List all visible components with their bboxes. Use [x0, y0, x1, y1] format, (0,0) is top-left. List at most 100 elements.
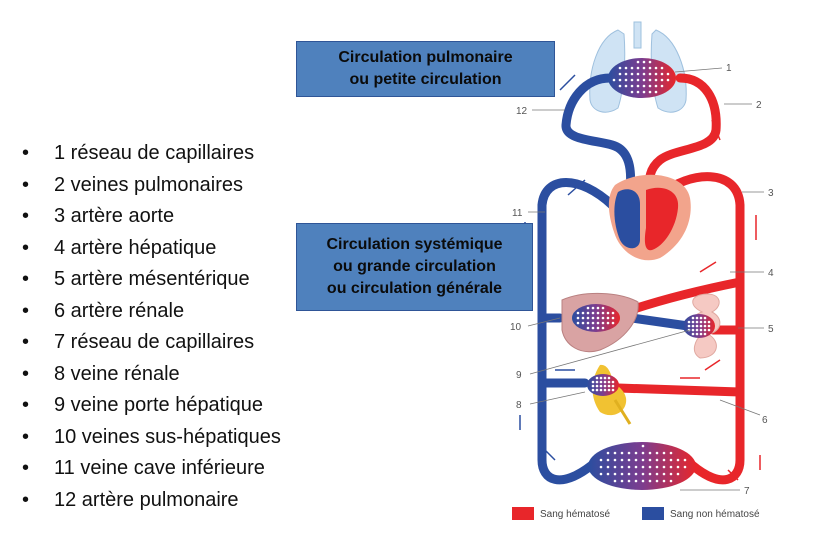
diagram-number-10: 10	[510, 322, 522, 333]
capillary-dot	[586, 311, 590, 315]
capillary-dot	[581, 321, 585, 325]
capillary-dot	[676, 465, 680, 469]
capillary-dot	[669, 451, 673, 455]
capillary-dot	[595, 388, 599, 392]
capillary-dot	[641, 444, 645, 448]
legend-item: 11 veine cave inférieure	[20, 453, 281, 485]
capillary-dot	[666, 78, 670, 82]
capillary-dot	[634, 451, 638, 455]
capillary-dot	[691, 324, 695, 328]
capillary-dot	[613, 451, 617, 455]
capillary-dot	[606, 321, 610, 325]
deoxygenated-label: Sang non hématosé	[670, 509, 760, 520]
capillary-dot	[654, 84, 658, 88]
capillary-dot	[669, 458, 673, 462]
capillary-dot	[586, 306, 590, 310]
capillary-dot	[624, 66, 628, 70]
capillary-dot	[662, 451, 666, 455]
arterial-vessels	[613, 73, 745, 485]
capillary-dot	[703, 332, 707, 336]
capillary-dot	[627, 465, 631, 469]
capillary-dot	[707, 328, 711, 332]
capillary-dot	[648, 90, 652, 94]
capillary-dot	[603, 388, 607, 392]
capillary-dot	[654, 72, 658, 76]
capillary-dot	[636, 66, 640, 70]
callout-line: Circulation systémique	[326, 236, 503, 253]
capillary-dot	[624, 84, 628, 88]
capillary-dot	[676, 458, 680, 462]
capillary-dot	[607, 384, 611, 388]
diagram-number-3: 3	[768, 188, 774, 199]
capillary-dot	[703, 320, 707, 324]
capillary-dot	[611, 380, 615, 384]
capillary-dot	[642, 66, 646, 70]
capillary-dot	[599, 380, 603, 384]
legend-item: 3 artère aorte	[20, 201, 281, 233]
capillary-dot	[601, 326, 605, 330]
capillary-dot	[707, 324, 711, 328]
capillary-dot	[599, 458, 603, 462]
legend-item: 10 veines sus-hépatiques	[20, 422, 281, 454]
heart	[608, 174, 691, 261]
capillary-dot	[662, 479, 666, 483]
legend-item: 4 artère hépatique	[20, 233, 281, 265]
capillary-dot	[654, 90, 658, 94]
diagram-number-2: 2	[756, 100, 762, 111]
capillary-dot	[601, 306, 605, 310]
capillary-dot	[687, 324, 691, 328]
capillary-dot	[703, 324, 707, 328]
capillary-dot	[648, 451, 652, 455]
capillary-dot	[636, 72, 640, 76]
capillary-dot	[591, 311, 595, 315]
capillary-dot	[648, 458, 652, 462]
capillary-dot	[620, 472, 624, 476]
capillary-dots	[576, 60, 711, 483]
capillary-dot	[648, 72, 652, 76]
capillary-dot	[648, 66, 652, 70]
capillary-dot	[613, 458, 617, 462]
capillary-dot	[634, 479, 638, 483]
capillary-dot	[669, 472, 673, 476]
capillary-dot	[691, 320, 695, 324]
systemic-capillary-bed	[588, 442, 696, 490]
capillary-dot	[655, 465, 659, 469]
capillary-dot	[641, 465, 645, 469]
capillary-dot	[581, 316, 585, 320]
capillary-dot	[648, 479, 652, 483]
capillary-dot	[591, 384, 595, 388]
capillary-dot	[607, 376, 611, 380]
capillary-dot	[591, 388, 595, 392]
capillary-dot	[591, 380, 595, 384]
capillary-dot	[699, 320, 703, 324]
capillary-dot	[642, 84, 646, 88]
callout-line: Circulation pulmonaire	[338, 49, 513, 66]
capillary-dot	[695, 316, 699, 320]
deoxygenated-swatch	[642, 507, 664, 520]
capillary-dot	[612, 78, 616, 82]
capillary-dot	[634, 472, 638, 476]
capillary-dot	[624, 78, 628, 82]
capillary-dot	[695, 328, 699, 332]
capillary-dot	[683, 465, 687, 469]
capillary-dot	[695, 320, 699, 324]
capillary-dot	[662, 465, 666, 469]
capillary-dot	[703, 316, 707, 320]
capillary-dot	[591, 321, 595, 325]
capillary-dot	[599, 376, 603, 380]
diagram-number-4: 4	[768, 268, 774, 279]
oxygenated-swatch	[512, 507, 534, 520]
capillary-dot	[611, 321, 615, 325]
capillary-dot	[606, 465, 610, 469]
capillary-dot	[660, 72, 664, 76]
capillary-dot	[699, 316, 703, 320]
flow-arrows	[519, 74, 761, 481]
capillary-dot	[687, 320, 691, 324]
capillary-dot	[699, 324, 703, 328]
capillary-dot	[695, 324, 699, 328]
capillary-dot	[576, 316, 580, 320]
capillary-dot	[606, 458, 610, 462]
capillary-dot	[613, 465, 617, 469]
capillary-dot	[636, 60, 640, 64]
capillary-dot	[596, 306, 600, 310]
